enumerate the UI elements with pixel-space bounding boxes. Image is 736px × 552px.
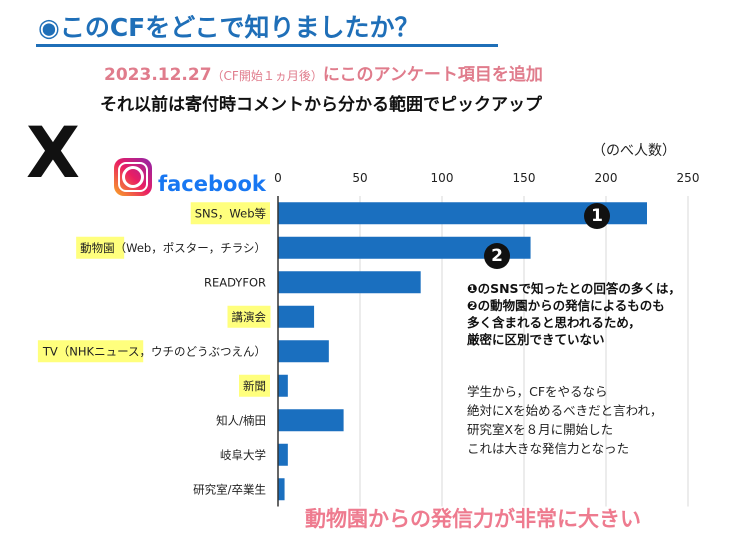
category-label: TV（NHKニュース，ウチのどうぶつえん） <box>42 344 266 358</box>
x-tick-label: 0 <box>274 171 282 185</box>
x-logo-icon: X <box>26 112 80 194</box>
note-sns-zoo: ❶のSNSで知ったとの回答の多くは， ❷の動物園からの発信によるものも 多く含ま… <box>467 280 681 348</box>
date: 2023.12.27 <box>104 65 212 85</box>
note-line: 絶対にXを始めるべきだと言われ， <box>467 403 663 418</box>
label-highlight <box>190 202 270 225</box>
note-line: ❷の動物園からの発信によるものも <box>467 298 665 313</box>
page-title: ◉このCFをどこで知りましたか？ <box>38 13 420 42</box>
conclusion: 動物園からの発信力が非常に大きい <box>305 507 641 531</box>
category-label: 講演会 <box>232 310 267 324</box>
marker-2-icon: 2 <box>484 243 510 269</box>
note-line: 多く含まれると思われるため， <box>467 315 641 330</box>
category-label: SNS，Web等 <box>195 206 266 220</box>
bar <box>278 409 344 432</box>
x-tick-label: 50 <box>352 171 367 185</box>
note-line: これは大きな発信力となった <box>467 441 630 456</box>
category-label: 動物園（Web，ポスター，チラシ） <box>80 241 266 255</box>
bar <box>278 271 421 294</box>
label-highlight <box>227 305 271 328</box>
unit-label: （のべ人数） <box>592 143 676 159</box>
bar <box>278 305 315 328</box>
category-label: 新聞 <box>243 379 266 393</box>
label-highlight <box>239 374 270 397</box>
bar <box>278 374 288 397</box>
note-x-account: 学生から，CFをやるなら 絶対にXを始めるべきだと言われ， 研究室Xを８月に開始… <box>467 382 662 458</box>
title-underline <box>36 44 498 47</box>
x-tick-label: 150 <box>513 171 536 185</box>
category-label: 研究室/卒業生 <box>193 482 266 496</box>
date-note: （CF開始１ヵ月後） <box>211 69 323 83</box>
x-tick-label: 200 <box>595 171 618 185</box>
survey-added-note: 2023.12.27（CF開始１ヵ月後）にこのアンケート項目を追加 <box>104 60 543 85</box>
x-tick-label: 250 <box>677 171 700 185</box>
bar <box>278 236 531 259</box>
instagram-logo-icon <box>114 158 152 196</box>
bar <box>278 202 647 225</box>
bar <box>278 443 288 466</box>
category-label: 岐阜大学 <box>220 448 266 462</box>
added-text: にこのアンケート項目を追加 <box>322 65 543 85</box>
label-highlight <box>37 340 144 363</box>
note-line: ❶のSNSで知ったとの回答の多くは， <box>467 281 681 296</box>
category-label: 知人/楠田 <box>216 413 266 427</box>
note-line: 研究室Xを８月に開始した <box>467 422 614 437</box>
bar <box>278 478 285 501</box>
category-label: READYFOR <box>204 275 266 289</box>
label-highlight <box>76 236 125 259</box>
bar <box>278 340 329 363</box>
note-line: 厳密に区別できていない <box>467 332 605 347</box>
note-line: 学生から，CFをやるなら <box>467 384 608 399</box>
x-tick-label: 100 <box>431 171 454 185</box>
facebook-logo: facebook <box>158 172 266 196</box>
subtitle: それ以前は寄付時コメントから分かる範囲でピックアップ <box>100 95 542 115</box>
marker-1-icon: 1 <box>584 203 610 229</box>
